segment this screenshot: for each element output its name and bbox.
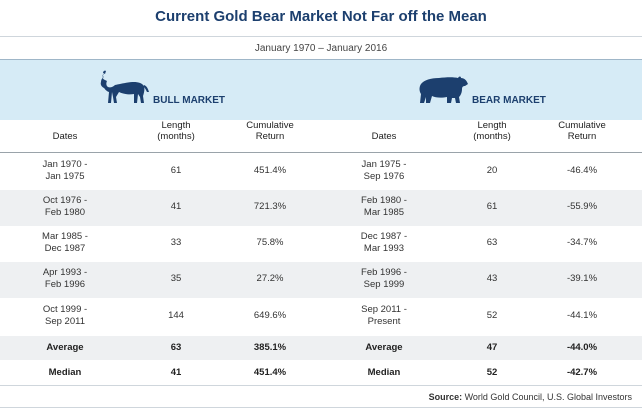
bull-dates-end: Feb 1980 xyxy=(44,207,86,218)
divider xyxy=(0,36,642,37)
bull-median-return: 451.4% xyxy=(253,367,287,378)
bull-return-cell: 721.3% xyxy=(253,201,287,212)
bear-return-cell: -55.9% xyxy=(566,201,598,212)
bear-return-header-line2: Return xyxy=(567,131,597,142)
bear-dates-start: Jan 1975 - xyxy=(361,159,407,170)
bear-dates-cell: Feb 1996 - Sep 1999 xyxy=(344,267,424,291)
bull-dates-end: Jan 1975 xyxy=(45,171,85,182)
average-row: Average 63 385.1% Average 47 -44.0% xyxy=(0,336,642,360)
bull-return-cell: 75.8% xyxy=(256,237,284,248)
median-row: Median 41 451.4% Median 52 -42.7% xyxy=(0,360,642,385)
bull-length-cell: 144 xyxy=(168,310,184,321)
bull-dates-cell: Jan 1970 - Jan 1975 xyxy=(25,159,105,183)
source-text: World Gold Council, U.S. Global Investor… xyxy=(462,392,632,402)
bull-length-header-line1: Length xyxy=(161,120,191,131)
bull-return-header-line2: Return xyxy=(255,131,285,142)
bull-dates-start: Apr 1993 - xyxy=(42,267,88,278)
bull-return-header-line1: Cumulative xyxy=(246,120,294,131)
bear-dates-cell: Sep 2011 - Present xyxy=(344,304,424,328)
bull-length-header-line2: (months) xyxy=(157,131,195,142)
source-note: Source: World Gold Council, U.S. Global … xyxy=(429,392,632,402)
bull-length-cell: 41 xyxy=(170,201,182,212)
bear-length-cell: 43 xyxy=(486,273,498,284)
bull-dates-cell: Oct 1976 - Feb 1980 xyxy=(25,195,105,219)
bear-median-length: 52 xyxy=(486,367,498,378)
header-divider xyxy=(0,152,642,153)
bull-dates-start: Jan 1970 - xyxy=(42,159,88,170)
bear-average-length: 47 xyxy=(486,342,498,353)
table-row: Oct 1999 - Sep 2011 144 649.6% Sep 2011 … xyxy=(0,298,642,336)
divider xyxy=(0,59,642,60)
table-row: Oct 1976 - Feb 1980 41 721.3% Feb 1980 -… xyxy=(0,190,642,226)
bear-dates-header: Dates xyxy=(371,131,397,142)
bear-dates-cell: Feb 1980 - Mar 1985 xyxy=(344,195,424,219)
bear-return-cell: -34.7% xyxy=(566,237,598,248)
bear-dates-start: Feb 1980 - xyxy=(361,195,407,206)
bear-length-cell: 52 xyxy=(486,310,498,321)
bull-dates-end: Feb 1996 xyxy=(44,279,86,290)
bull-market-label: BULL MARKET xyxy=(153,95,226,106)
bear-return-cell: -44.1% xyxy=(566,310,598,321)
bear-length-cell: 61 xyxy=(486,201,498,212)
bull-dates-cell: Mar 1985 - Dec 1987 xyxy=(25,231,105,255)
bull-return-cell: 451.4% xyxy=(253,165,287,176)
table-header xyxy=(0,120,642,152)
bear-dates-end: Mar 1993 xyxy=(363,243,405,254)
bull-dates-header: Dates xyxy=(52,131,78,142)
bull-dates-cell: Apr 1993 - Feb 1996 xyxy=(25,267,105,291)
bear-return-header: Cumulative Return xyxy=(542,120,622,142)
bear-median-label: Median xyxy=(367,367,401,378)
bull-dates-start: Oct 1999 - xyxy=(42,304,88,315)
bear-length-header-line2: (months) xyxy=(473,131,511,142)
bear-return-cell: -46.4% xyxy=(566,165,598,176)
bull-dates-start: Mar 1985 - xyxy=(42,231,88,242)
bull-return-cell: 649.6% xyxy=(253,310,287,321)
bear-median-return: -42.7% xyxy=(566,367,598,378)
bull-length-cell: 61 xyxy=(170,165,182,176)
bull-return-cell: 27.2% xyxy=(256,273,284,284)
bear-icon xyxy=(417,72,469,109)
bear-dates-start: Sep 2011 - xyxy=(361,304,407,315)
bull-dates-start: Oct 1976 - xyxy=(42,195,88,206)
bull-dates-cell: Oct 1999 - Sep 2011 xyxy=(25,304,105,328)
bear-dates-end: Sep 1976 xyxy=(363,171,405,182)
bull-average-return: 385.1% xyxy=(253,342,287,353)
bull-average-label: Average xyxy=(46,342,84,353)
page-title: Current Gold Bear Market Not Far off the… xyxy=(155,8,487,25)
bear-average-label: Average xyxy=(365,342,403,353)
table-row: Jan 1970 - Jan 1975 61 451.4% Jan 1975 -… xyxy=(0,153,642,190)
bear-dates-end: Present xyxy=(367,316,401,327)
bull-average-length: 63 xyxy=(170,342,182,353)
bear-length-cell: 20 xyxy=(486,165,498,176)
bear-dates-end: Mar 1985 xyxy=(363,207,405,218)
bear-dates-start: Dec 1987 - xyxy=(360,231,408,242)
bear-average-return: -44.0% xyxy=(566,342,598,353)
bear-return-cell: -39.1% xyxy=(566,273,598,284)
bull-length-cell: 33 xyxy=(170,237,182,248)
date-range-subtitle: January 1970 – January 2016 xyxy=(254,43,388,54)
divider xyxy=(0,385,642,386)
source-prefix: Source: xyxy=(428,392,463,402)
bear-dates-end: Sep 1999 xyxy=(363,279,405,290)
table-row: Mar 1985 - Dec 1987 33 75.8% Dec 1987 - … xyxy=(0,226,642,262)
bull-dates-end: Sep 2011 xyxy=(45,316,85,327)
bear-length-cell: 63 xyxy=(486,237,498,248)
bull-length-header: Length (months) xyxy=(136,120,216,142)
bear-length-header: Length (months) xyxy=(452,120,532,142)
table-row: Apr 1993 - Feb 1996 35 27.2% Feb 1996 - … xyxy=(0,262,642,298)
market-type-band xyxy=(0,60,642,120)
bear-return-header-line1: Cumulative xyxy=(558,120,606,131)
bull-dates-end: Dec 1987 xyxy=(44,243,86,254)
bull-icon xyxy=(98,70,150,109)
bear-dates-cell: Dec 1987 - Mar 1993 xyxy=(344,231,424,255)
bear-dates-start: Feb 1996 - xyxy=(361,267,407,278)
bull-median-label: Median xyxy=(48,367,82,378)
bull-length-cell: 35 xyxy=(170,273,182,284)
bear-length-header-line1: Length xyxy=(477,120,507,131)
divider xyxy=(0,407,642,408)
bull-median-length: 41 xyxy=(170,367,182,378)
bear-market-label: BEAR MARKET xyxy=(472,95,546,106)
bull-return-header: Cumulative Return xyxy=(230,120,310,142)
bear-dates-cell: Jan 1975 - Sep 1976 xyxy=(344,159,424,183)
